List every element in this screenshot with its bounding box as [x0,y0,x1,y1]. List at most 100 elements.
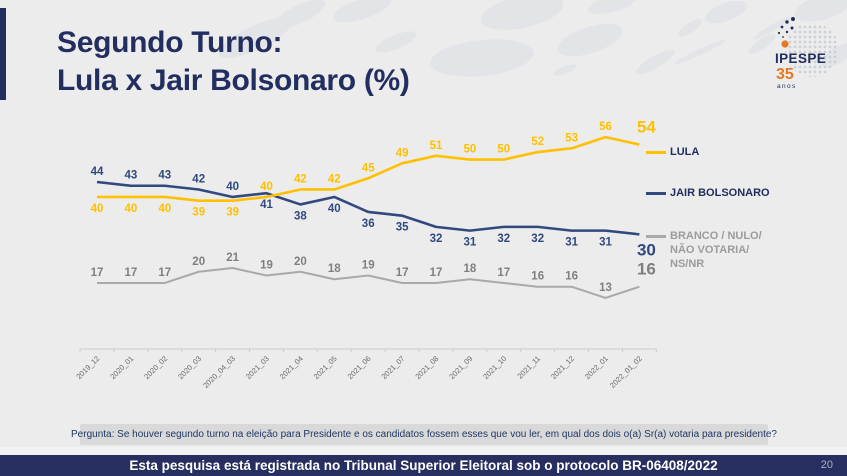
logo-brand-text: IPESPE [775,51,826,66]
ipespe-logo: IPESPE 35 anos [775,17,838,90]
data-label: 42 [294,173,307,185]
accent-stripe [0,8,6,100]
data-label: 39 [226,207,239,219]
legend-branco-line2: NÃO VOTARIA/ [670,244,750,256]
data-label: 51 [430,140,443,152]
data-label: 41 [260,199,273,211]
data-label: 44 [91,166,104,178]
x-axis-label: 2021_09 [447,354,474,381]
data-label: 40 [328,203,341,215]
data-label: 39 [192,207,205,219]
footer-bar: Esta pesquisa está registrada no Tribuna… [0,455,847,476]
data-label: 35 [396,222,409,234]
data-label: 42 [328,173,341,185]
bolsonaro-line-swatch-icon [646,192,666,195]
x-axis-label: 2021_11 [515,354,542,381]
data-label: 20 [192,256,205,268]
data-label: 17 [497,267,510,279]
legend-item-branco: BRANCO / NULO/ NÃO VOTARIA/ NS/NR [646,229,841,271]
x-axis-label: 2022_01 [583,354,610,381]
data-label: 17 [158,267,171,279]
logo-anos-text: anos [777,83,797,90]
data-label: 43 [158,170,171,182]
logo-orange-dot-icon [781,40,789,48]
data-label: 21 [226,252,239,264]
data-label: 17 [396,267,409,279]
data-label: 40 [226,181,239,193]
data-label: 50 [497,144,510,156]
page-number: 20 [820,459,833,471]
data-label: 32 [531,233,544,245]
data-label: 40 [91,203,104,215]
data-label: 31 [599,237,612,249]
title-line-2: Lula x Jair Bolsonaro (%) [57,64,410,97]
data-label: 32 [430,233,443,245]
x-axis-label: 2021_03 [244,354,271,381]
x-axis-label: 2021_10 [481,354,508,381]
data-label: 36 [362,218,375,230]
legend-item-lula: LULA [646,145,841,159]
x-axis-label: 2021_04 [278,354,305,381]
data-label: 53 [565,132,578,144]
x-axis-label: 2020_03 [176,354,203,381]
data-label: 31 [464,237,477,249]
data-label: 19 [362,260,375,272]
data-label: 17 [91,267,104,279]
series-line-branco-nulo-n-o-votaria-ns-nr [97,267,640,299]
footer-text: Esta pesquisa está registrada no Tribuna… [129,458,718,473]
chart-legend: LULA JAIR BOLSONARO BRANCO / NULO/ NÃO V… [646,145,841,271]
data-label: 13 [599,282,612,294]
x-axis-label: 2021_05 [312,354,339,381]
logo-arc-dots-icon [777,17,795,38]
data-label: 18 [328,263,341,275]
series-line-jair-bolsonaro [96,180,640,236]
data-label: 17 [125,267,138,279]
legend-label-lula: LULA [670,146,700,158]
x-axis-label: 2021_07 [380,354,407,381]
lula-line-swatch-icon [646,151,666,154]
question-box: Pergunta: Se houver segundo turno na ele… [71,424,777,445]
data-label: 38 [294,210,307,222]
data-label: 18 [464,263,477,275]
footer-gap [0,447,847,455]
data-label: 32 [497,233,510,245]
data-label: 40 [125,203,138,215]
logo-years-text: 35 [776,66,794,83]
data-label: 56 [599,121,612,133]
legend-label-branco: BRANCO / NULO/ NÃO VOTARIA/ NS/NR [670,229,762,271]
x-axis-label: 2022_01_02 [608,354,644,390]
x-axis-label: 2019_12 [74,354,101,381]
legend-branco-line1: BRANCO / NULO/ [670,230,762,242]
data-label: 19 [260,260,273,272]
data-label: 40 [158,203,171,215]
data-label: 40 [260,181,273,193]
data-label: 45 [362,162,375,174]
data-label: 16 [531,271,544,283]
legend-item-bolsonaro: JAIR BOLSONARO [646,186,841,200]
data-label: 50 [464,144,477,156]
data-label: 16 [565,271,578,283]
data-label: 31 [565,237,578,249]
question-text: Pergunta: Se houver segundo turno na ele… [71,429,777,440]
page-title: Segundo Turno: Lula x Jair Bolsonaro (%) [57,24,410,100]
branco-line-swatch-icon [646,235,666,238]
legend-label-bolsonaro: JAIR BOLSONARO [670,187,770,199]
data-label: 42 [192,173,205,185]
legend-branco-line3: NS/NR [670,258,705,270]
x-axis-label: 2020_01 [108,354,135,381]
data-label: 52 [531,136,544,148]
globe-dots-icon [785,23,838,77]
data-label: 54 [637,118,656,137]
data-label: 49 [396,147,409,159]
data-label: 43 [125,170,138,182]
series-line-lula [97,135,640,202]
x-axis-label: 2020_02 [142,354,169,381]
x-axis-label: 2020_04_03 [201,354,237,390]
x-axis-label: 2021_08 [413,354,440,381]
x-axis-label: 2021_06 [346,354,373,381]
title-line-1: Segundo Turno: [57,26,283,59]
x-axis-label: 2021_12 [549,354,576,381]
data-label: 20 [294,256,307,268]
data-label: 17 [430,267,443,279]
